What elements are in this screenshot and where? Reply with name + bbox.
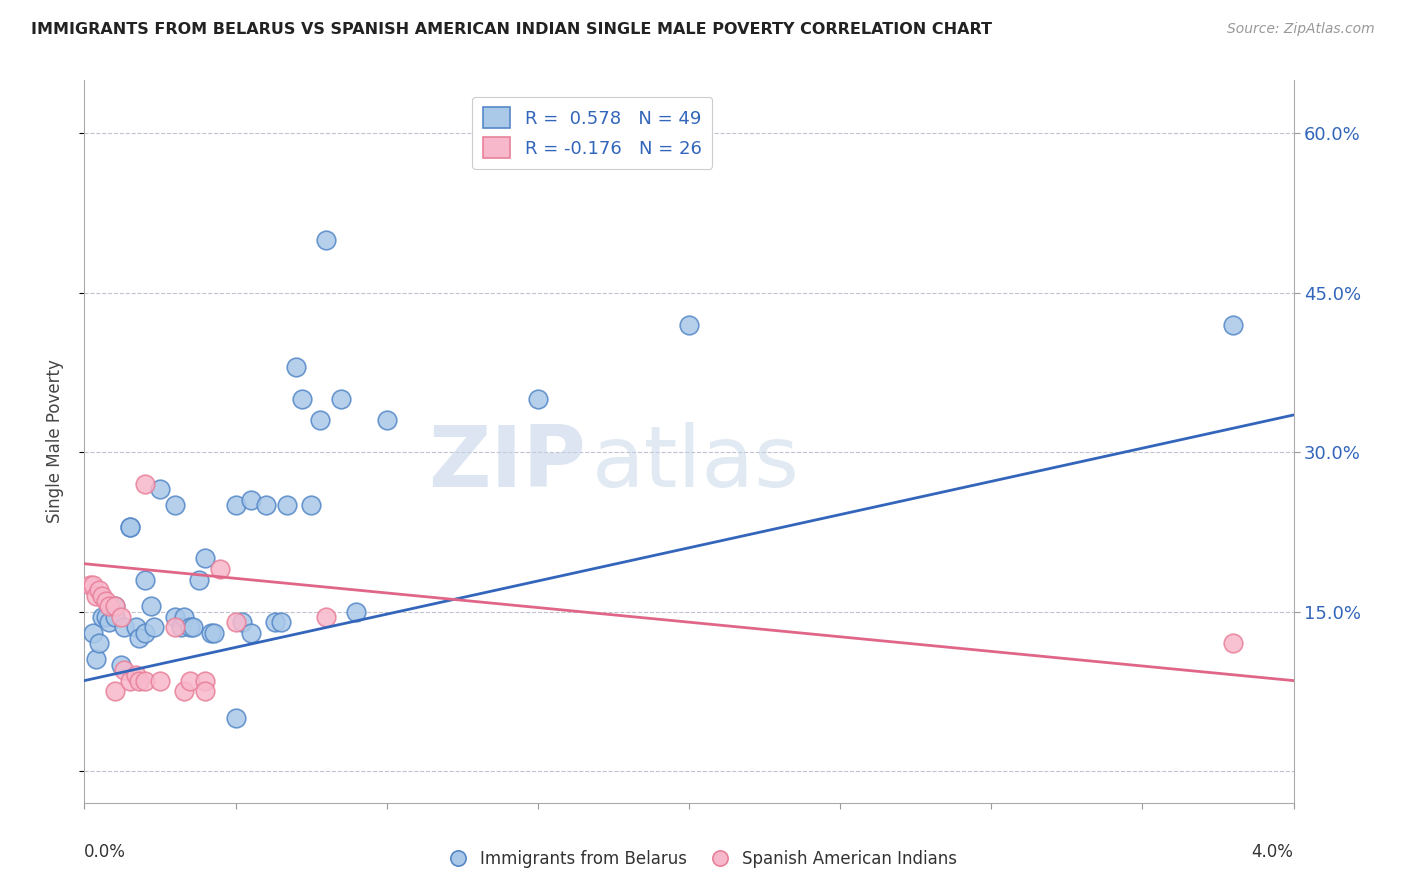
Point bbox=[91, 589, 114, 603]
Point bbox=[125, 668, 148, 682]
Point bbox=[173, 684, 195, 698]
Point bbox=[202, 625, 225, 640]
Point bbox=[134, 625, 156, 640]
Point bbox=[128, 673, 150, 688]
Point bbox=[330, 392, 353, 406]
Point bbox=[94, 610, 117, 624]
Point bbox=[128, 631, 150, 645]
Point bbox=[375, 413, 398, 427]
Point bbox=[315, 610, 337, 624]
Point bbox=[134, 573, 156, 587]
Point bbox=[118, 673, 141, 688]
Text: IMMIGRANTS FROM BELARUS VS SPANISH AMERICAN INDIAN SINGLE MALE POVERTY CORRELATI: IMMIGRANTS FROM BELARUS VS SPANISH AMERI… bbox=[31, 22, 991, 37]
Point bbox=[276, 498, 298, 512]
Point bbox=[299, 498, 322, 512]
Point bbox=[134, 673, 156, 688]
Point bbox=[97, 615, 120, 630]
Text: 0.0%: 0.0% bbox=[84, 843, 127, 861]
Point bbox=[104, 599, 127, 614]
Point bbox=[82, 578, 104, 592]
Text: atlas: atlas bbox=[592, 422, 800, 505]
Point bbox=[194, 684, 217, 698]
Point bbox=[94, 594, 117, 608]
Point bbox=[112, 663, 135, 677]
Point bbox=[678, 318, 700, 332]
Point bbox=[181, 620, 204, 634]
Y-axis label: Single Male Poverty: Single Male Poverty bbox=[45, 359, 63, 524]
Point bbox=[97, 599, 120, 614]
Point bbox=[139, 599, 162, 614]
Point bbox=[309, 413, 332, 427]
Text: 4.0%: 4.0% bbox=[1251, 843, 1294, 861]
Point bbox=[125, 620, 148, 634]
Point bbox=[225, 711, 247, 725]
Point bbox=[239, 493, 262, 508]
Point bbox=[315, 233, 337, 247]
Point bbox=[225, 498, 247, 512]
Point bbox=[104, 684, 127, 698]
Point bbox=[110, 610, 132, 624]
Point bbox=[165, 610, 187, 624]
Point bbox=[1222, 636, 1244, 650]
Point bbox=[110, 657, 132, 672]
Point bbox=[91, 610, 114, 624]
Point bbox=[134, 477, 156, 491]
Point bbox=[170, 620, 193, 634]
Point bbox=[188, 573, 211, 587]
Point bbox=[239, 625, 262, 640]
Point bbox=[179, 620, 201, 634]
Point bbox=[118, 519, 141, 533]
Point bbox=[82, 625, 104, 640]
Point bbox=[86, 652, 108, 666]
Point bbox=[118, 519, 141, 533]
Point bbox=[194, 551, 217, 566]
Point bbox=[225, 615, 247, 630]
Point bbox=[149, 483, 172, 497]
Point bbox=[291, 392, 314, 406]
Legend: Immigrants from Belarus, Spanish American Indians: Immigrants from Belarus, Spanish America… bbox=[443, 844, 963, 875]
Legend: R =  0.578   N = 49, R = -0.176   N = 26: R = 0.578 N = 49, R = -0.176 N = 26 bbox=[472, 96, 713, 169]
Point bbox=[346, 605, 368, 619]
Point bbox=[149, 673, 172, 688]
Point bbox=[89, 583, 111, 598]
Point bbox=[104, 599, 127, 614]
Point bbox=[179, 673, 201, 688]
Point bbox=[165, 620, 187, 634]
Point bbox=[200, 625, 222, 640]
Point bbox=[285, 360, 308, 375]
Point bbox=[254, 498, 277, 512]
Point bbox=[270, 615, 292, 630]
Point bbox=[1222, 318, 1244, 332]
Point bbox=[209, 562, 232, 576]
Point bbox=[194, 673, 217, 688]
Point bbox=[173, 610, 195, 624]
Point bbox=[79, 578, 101, 592]
Text: Source: ZipAtlas.com: Source: ZipAtlas.com bbox=[1227, 22, 1375, 37]
Point bbox=[527, 392, 550, 406]
Text: ZIP: ZIP bbox=[429, 422, 586, 505]
Point bbox=[142, 620, 165, 634]
Point bbox=[231, 615, 253, 630]
Point bbox=[263, 615, 285, 630]
Point bbox=[104, 610, 127, 624]
Point bbox=[86, 589, 108, 603]
Point bbox=[112, 620, 135, 634]
Point bbox=[89, 636, 111, 650]
Point bbox=[165, 498, 187, 512]
